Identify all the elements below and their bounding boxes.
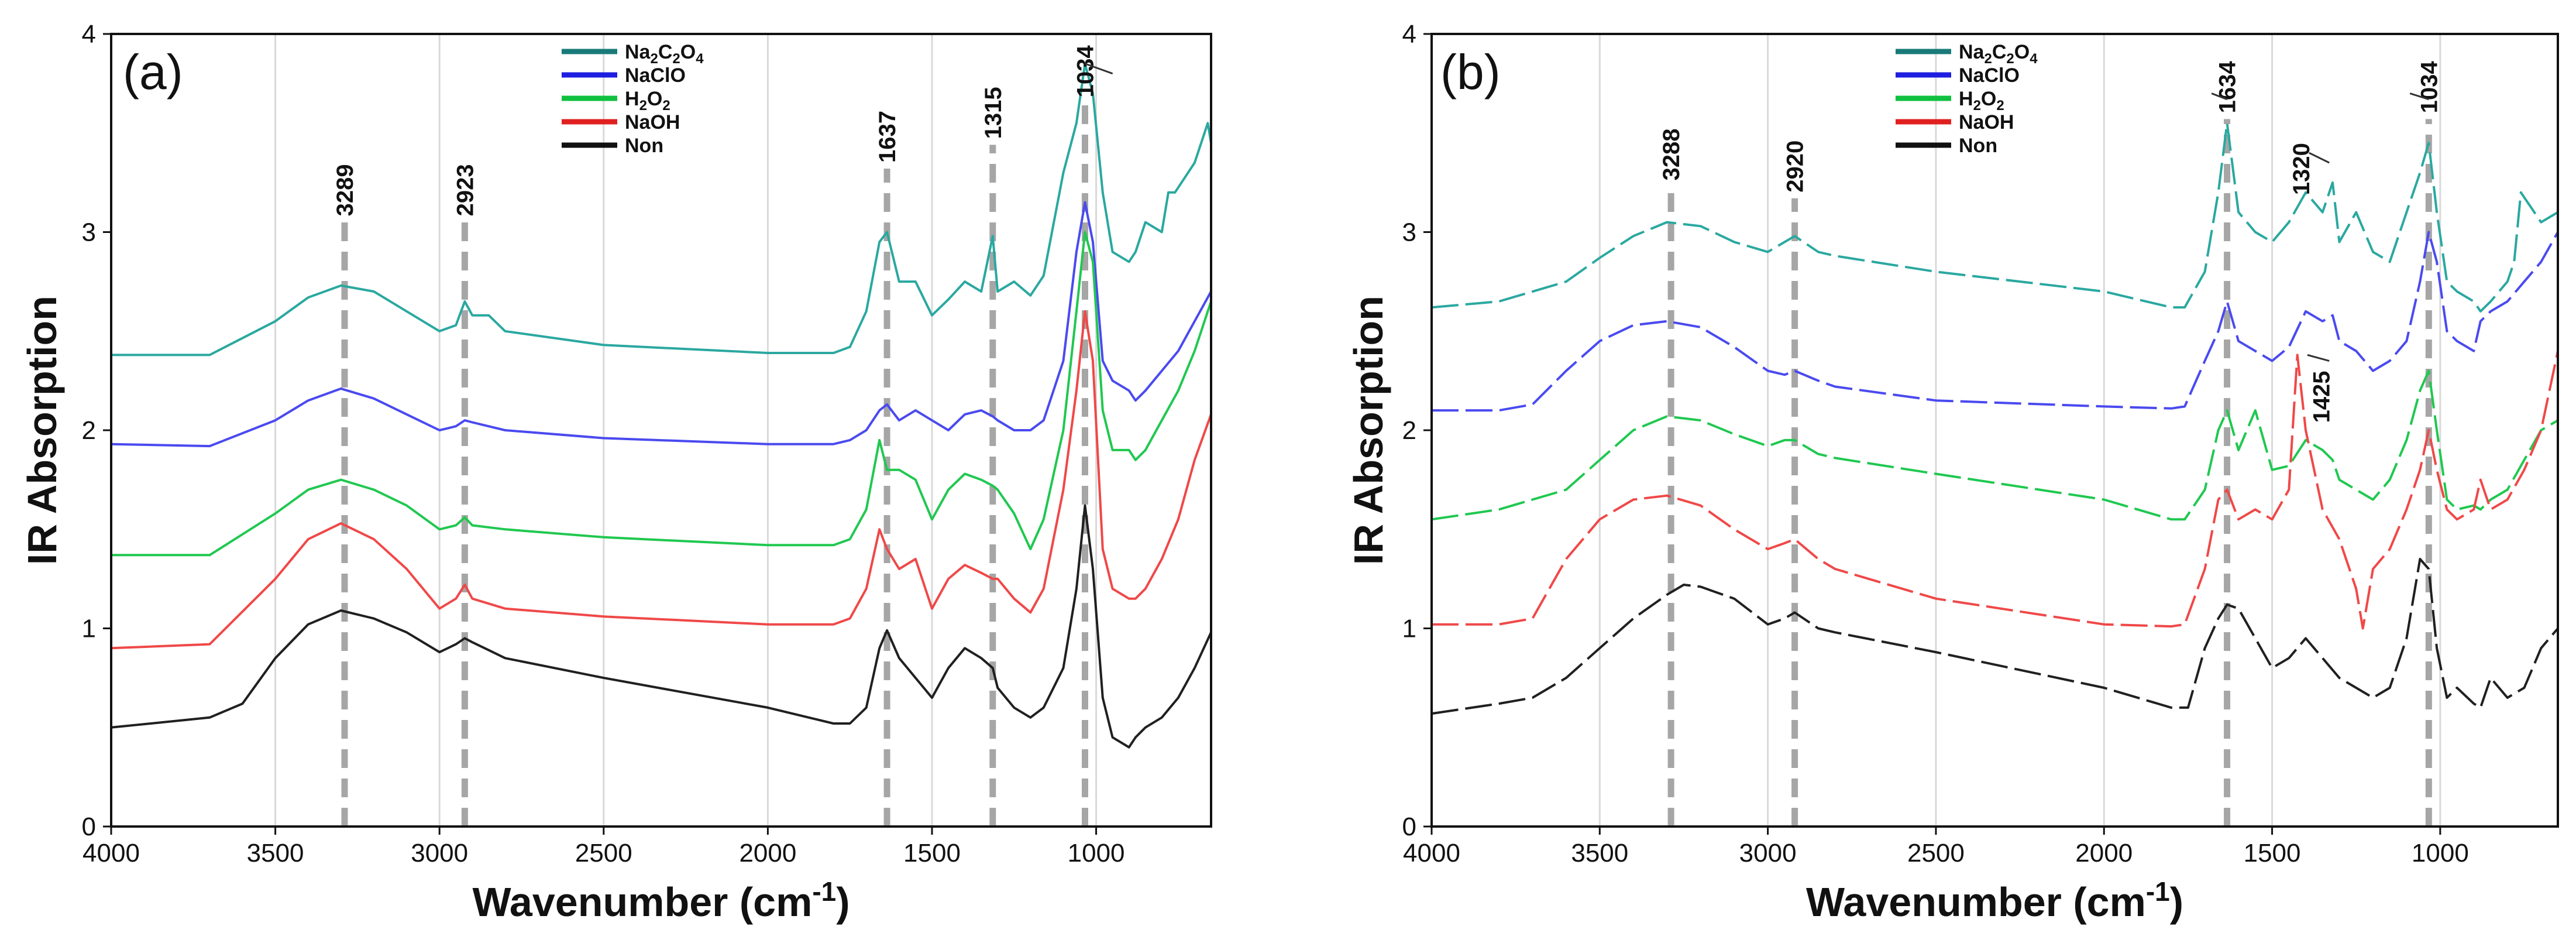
y-tick-label: 0 xyxy=(82,812,96,841)
x-tick-label: 1000 xyxy=(1068,839,1125,867)
x-tick-label: 3500 xyxy=(247,839,304,867)
annotation-leader-line xyxy=(2307,354,2330,362)
y-tick-label: 3 xyxy=(1402,218,1416,247)
series-line-h2o2 xyxy=(111,231,1212,557)
legend-label: H2O2 xyxy=(625,88,670,114)
legend-label: Non xyxy=(1959,135,1997,157)
y-axis-title: IR Absorption xyxy=(19,296,65,565)
series-line-naclo xyxy=(111,201,1212,448)
annotation-label: 1320 xyxy=(2289,143,2314,195)
series-line-non xyxy=(1431,558,2559,715)
peak-label: 2920 xyxy=(1783,140,1808,193)
peak-label: 3289 xyxy=(332,164,358,216)
y-tick-label: 2 xyxy=(1402,416,1416,445)
legend-label: Non xyxy=(625,135,663,157)
peak-label: 3288 xyxy=(1659,129,1684,181)
x-axis-title: Wavenumber (cm-1) xyxy=(1806,876,2183,925)
series-line-h2o2 xyxy=(1431,369,2559,521)
x-tick-label: 4000 xyxy=(1403,839,1460,867)
y-tick-label: 4 xyxy=(82,20,96,49)
series-line-naclo xyxy=(1432,231,2559,412)
peak-label: 1637 xyxy=(875,111,900,163)
x-tick-label: 1500 xyxy=(2244,839,2301,867)
x-tick-label: 3000 xyxy=(411,839,468,867)
y-tick-label: 4 xyxy=(1402,20,1416,49)
series-line-na2c2o4 xyxy=(1431,122,2559,313)
x-axis-title: Wavenumber (cm-1) xyxy=(472,876,850,925)
legend-label: NaClO xyxy=(625,64,686,87)
y-tick-label: 1 xyxy=(82,615,96,643)
legend-label: NaClO xyxy=(1959,64,2020,87)
x-tick-label: 2500 xyxy=(1907,839,1965,867)
panel-label: (b) xyxy=(1440,44,1501,100)
legend-label: NaOH xyxy=(625,111,680,133)
y-tick-label: 0 xyxy=(1402,812,1416,841)
peak-leader-line xyxy=(2409,92,2429,101)
x-tick-label: 2000 xyxy=(2075,839,2133,867)
annotation-label: 1425 xyxy=(2309,371,2334,423)
x-tick-label: 1000 xyxy=(2412,839,2469,867)
series-line-non xyxy=(111,504,1212,749)
annotation-leader-line xyxy=(2309,152,2330,164)
y-tick-label: 3 xyxy=(82,218,96,247)
peak-leader-line xyxy=(1084,63,1113,75)
series-line-naoh xyxy=(111,310,1212,650)
legend-label: Na2C2O4 xyxy=(1959,41,2038,67)
y-axis-title: IR Absorption xyxy=(1346,296,1391,565)
legend-label: H2O2 xyxy=(1959,88,2004,114)
y-tick-label: 2 xyxy=(82,416,96,445)
x-tick-label: 4000 xyxy=(82,839,140,867)
panel-label: (a) xyxy=(123,44,183,100)
y-tick-label: 1 xyxy=(1402,615,1416,643)
peak-label: 1034 xyxy=(2416,61,2442,114)
peak-label: 1634 xyxy=(2215,61,2241,114)
peak-label: 1034 xyxy=(1073,45,1099,98)
legend-label: Na2C2O4 xyxy=(625,41,704,67)
x-tick-label: 2500 xyxy=(575,839,632,867)
x-tick-label: 3000 xyxy=(1739,839,1797,867)
x-tick-label: 1500 xyxy=(903,839,961,867)
x-tick-label: 2000 xyxy=(739,839,796,867)
peak-leader-line xyxy=(2211,92,2228,101)
series-line-na2c2o4 xyxy=(111,62,1212,356)
series-line-naoh xyxy=(1432,351,2559,630)
legend-label: NaOH xyxy=(1959,111,2014,133)
peak-label: 2923 xyxy=(452,164,478,216)
peak-label: 1315 xyxy=(981,87,1006,139)
x-tick-label: 3500 xyxy=(1571,839,1628,867)
